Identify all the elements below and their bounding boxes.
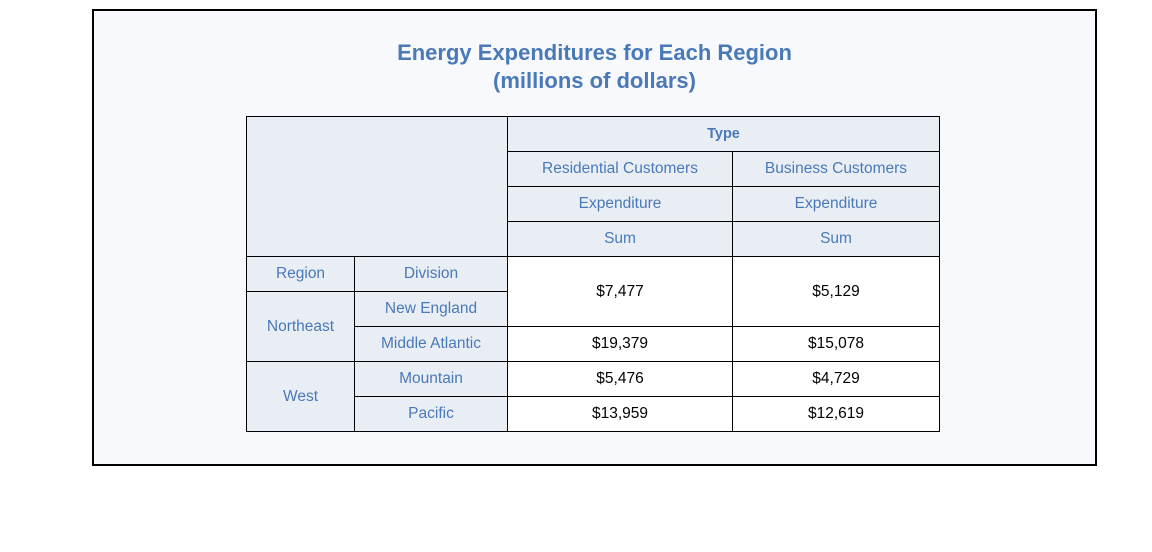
division-middle-atlantic: Middle Atlantic xyxy=(354,326,508,362)
title-line-2: (millions of dollars) xyxy=(493,68,696,93)
cell-residential-new-england: $7,477 xyxy=(507,256,733,327)
report-frame: Energy Expenditures for Each Region (mil… xyxy=(92,9,1097,466)
row-header-division: Division xyxy=(354,256,508,292)
column-group-header: Type xyxy=(507,116,940,152)
division-new-england: New England xyxy=(354,291,508,327)
statistic-header-business: Sum xyxy=(732,221,940,257)
division-pacific: Pacific xyxy=(354,396,508,432)
column-header-residential: Residential Customers xyxy=(507,151,733,187)
expenditure-table: Type Residential Customers Business Cust… xyxy=(246,116,940,432)
division-mountain: Mountain xyxy=(354,361,508,397)
cell-business-new-england: $5,129 xyxy=(732,256,940,327)
cell-residential-mountain: $5,476 xyxy=(507,361,733,397)
column-header-business: Business Customers xyxy=(732,151,940,187)
cell-residential-middle-atlantic: $19,379 xyxy=(507,326,733,362)
cell-business-mountain: $4,729 xyxy=(732,361,940,397)
region-west: West xyxy=(246,361,355,432)
cell-business-pacific: $12,619 xyxy=(732,396,940,432)
measure-header-business: Expenditure xyxy=(732,186,940,222)
title-line-1: Energy Expenditures for Each Region xyxy=(397,40,792,65)
region-northeast: Northeast xyxy=(246,291,355,362)
measure-header-residential: Expenditure xyxy=(507,186,733,222)
cell-business-middle-atlantic: $15,078 xyxy=(732,326,940,362)
report-title: Energy Expenditures for Each Region (mil… xyxy=(94,39,1095,95)
statistic-header-residential: Sum xyxy=(507,221,733,257)
corner-cell xyxy=(246,116,508,257)
row-header-region: Region xyxy=(246,256,355,292)
cell-residential-pacific: $13,959 xyxy=(507,396,733,432)
